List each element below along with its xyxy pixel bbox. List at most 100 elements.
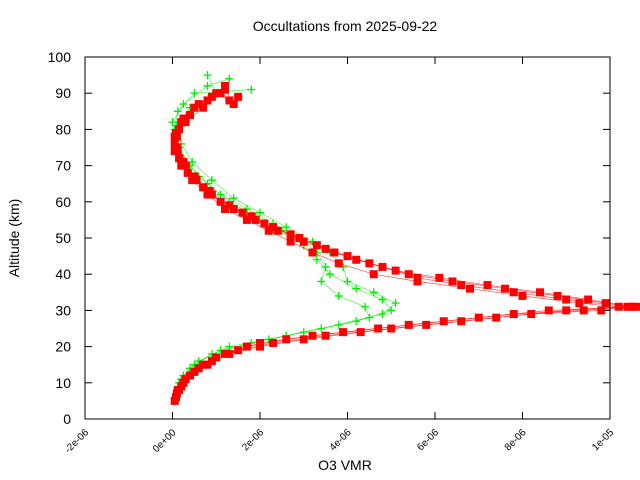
data-point-square (387, 324, 396, 333)
profile-line (175, 92, 632, 398)
data-layer (168, 71, 640, 405)
data-point-square (321, 244, 330, 253)
data-point-square (623, 302, 632, 311)
data-point-square (601, 299, 610, 308)
data-point-square (312, 241, 321, 250)
data-point-square (575, 299, 584, 308)
profile-line (174, 96, 619, 402)
data-point-plus (179, 100, 188, 109)
x-tick-label: 4e-06 (328, 427, 354, 453)
data-point-square (321, 331, 330, 340)
y-tick-label: 20 (55, 339, 71, 355)
data-point-plus (334, 320, 343, 329)
data-point-square (181, 375, 190, 384)
data-point-plus (321, 262, 330, 271)
data-point-square (501, 284, 509, 293)
data-point-square (597, 306, 606, 315)
data-point-square (192, 176, 201, 185)
x-tick-label: 8e-06 (503, 427, 529, 453)
data-point-square (374, 324, 383, 333)
data-point-square (212, 353, 221, 362)
data-point-square (173, 147, 182, 156)
data-point-square (439, 317, 448, 326)
data-point-square (273, 226, 282, 235)
data-point-square (562, 306, 571, 315)
x-axis-label: O3 VMR (318, 457, 372, 473)
data-point-square (269, 338, 278, 347)
data-point-plus (387, 306, 396, 315)
data-point-square (203, 96, 212, 105)
data-point-square (286, 237, 295, 246)
data-point-square (553, 291, 562, 300)
data-point-square (170, 139, 179, 148)
data-point-square (256, 338, 264, 347)
data-point-square (299, 335, 308, 344)
y-tick-label: 90 (55, 85, 71, 101)
data-point-square (435, 273, 444, 282)
data-point-square (175, 154, 184, 163)
data-point-square (181, 118, 190, 127)
data-point-square (457, 317, 466, 326)
data-point-square (221, 85, 229, 94)
data-point-square (404, 270, 413, 279)
y-tick-label: 70 (55, 158, 71, 174)
y-tick-label: 60 (55, 194, 71, 210)
data-point-plus (352, 284, 361, 293)
data-point-square (308, 331, 317, 340)
data-point-plus (229, 194, 238, 203)
data-point-plus (326, 270, 334, 279)
data-point-square (308, 248, 317, 257)
data-point-square (365, 259, 374, 268)
data-point-plus (168, 118, 177, 127)
x-tick-label: 6e-06 (415, 427, 441, 453)
data-point-square (330, 248, 339, 257)
data-point-square (251, 215, 260, 224)
data-point-square (229, 205, 238, 214)
data-point-square (207, 92, 216, 101)
x-tick-label: 1e-05 (590, 427, 616, 453)
data-point-square (173, 386, 182, 395)
data-point-square (457, 281, 466, 290)
data-point-square (562, 295, 571, 304)
data-point-square (207, 357, 216, 366)
data-point-square (190, 103, 199, 112)
data-point-plus (391, 299, 400, 308)
y-tick-label: 10 (55, 375, 71, 391)
data-point-square (183, 168, 192, 177)
data-point-square (234, 92, 243, 101)
data-point-plus (361, 302, 369, 311)
data-point-plus (343, 277, 352, 286)
plot-frame (84, 56, 611, 420)
data-point-square (527, 310, 536, 319)
data-point-square (260, 219, 269, 228)
data-point-square (466, 284, 474, 293)
y-tick-label: 40 (55, 266, 71, 282)
data-point-square (579, 306, 588, 315)
data-point-plus (369, 288, 378, 297)
data-point-square (343, 252, 352, 261)
data-point-square (221, 205, 229, 214)
data-point-plus (247, 85, 256, 94)
y-tick-label: 80 (55, 121, 71, 137)
data-point-square (632, 302, 640, 311)
data-point-square (194, 100, 203, 109)
data-point-square (286, 230, 295, 239)
data-point-square (199, 360, 208, 369)
y-tick-label: 50 (55, 230, 71, 246)
data-point-square (238, 208, 247, 217)
data-point-plus (378, 310, 387, 319)
data-point-square (225, 201, 234, 210)
data-point-square (264, 226, 273, 235)
data-point-plus (334, 291, 343, 300)
data-point-square (614, 302, 623, 311)
series-1 (168, 71, 400, 402)
data-point-square (509, 310, 518, 319)
data-point-square (216, 197, 225, 206)
data-point-square (369, 270, 378, 279)
data-point-square (536, 288, 544, 297)
data-point-plus (216, 190, 225, 199)
data-point-square (518, 291, 527, 300)
series-2 (170, 81, 640, 405)
y-axis-ticks: 0 10 20 30 40 50 60 70 80 90 100 (48, 49, 610, 427)
